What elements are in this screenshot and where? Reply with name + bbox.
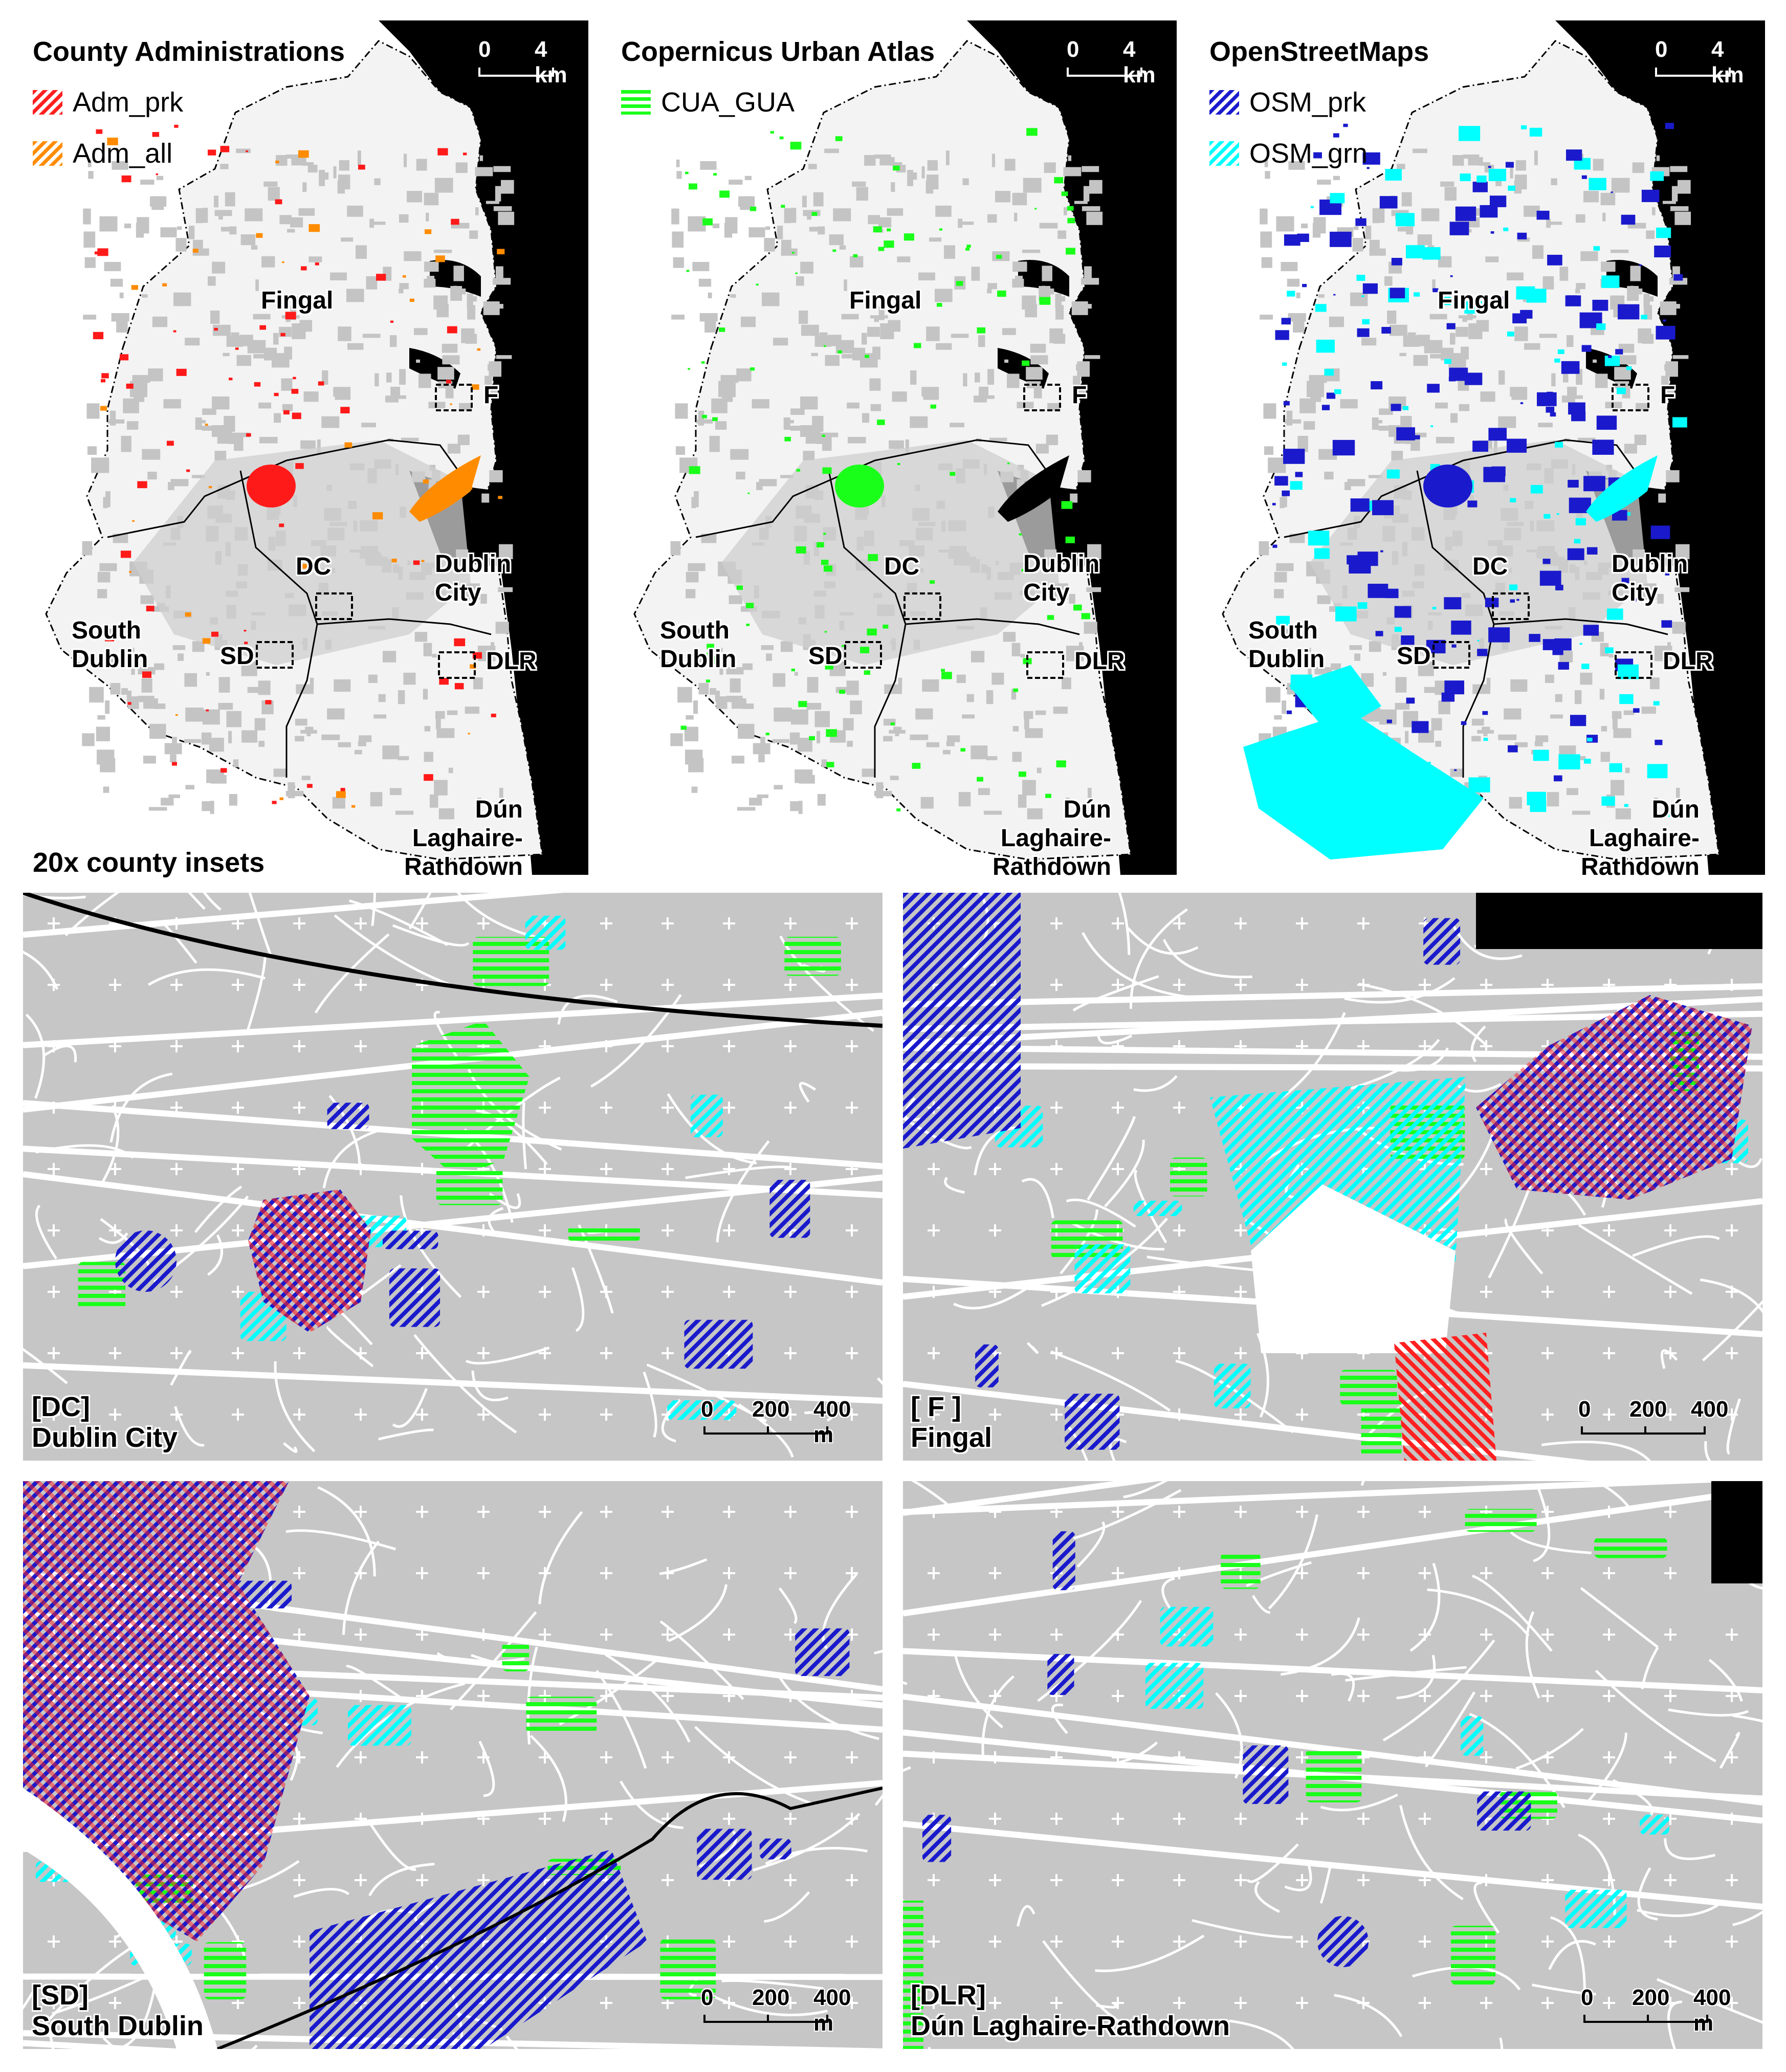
label-south-dublin: South Dublin xyxy=(1248,617,1325,673)
map-copernicus-urban-atlas xyxy=(609,20,1177,875)
scale-bar: 0 4 km xyxy=(1067,37,1156,87)
scale-line xyxy=(1067,68,1142,77)
label-fingal: Fingal xyxy=(849,287,922,314)
map-openstreetmaps xyxy=(1197,20,1765,875)
label-fingal: Fingal xyxy=(1438,287,1510,314)
inset-dublin-city xyxy=(23,893,883,1461)
label-box-dc: DC xyxy=(296,553,332,580)
label-south-dublin: South Dublin xyxy=(660,617,737,673)
inset-graphic xyxy=(903,893,1762,1461)
legend-item: OSM_prk xyxy=(1209,77,1368,128)
legend-item: CUA_GUA xyxy=(621,77,795,128)
scale-line xyxy=(1655,68,1731,77)
legend-label: Adm_prk xyxy=(73,87,184,118)
inset-scale-bar: 0 200 400 xyxy=(1578,1397,1752,1443)
label-dublin-city: Dublin City xyxy=(1612,550,1688,606)
legend-swatch xyxy=(33,141,62,166)
map-county-administrations xyxy=(20,20,588,875)
legend-item: OSM_grn xyxy=(1209,128,1368,179)
legend-label: OSM_prk xyxy=(1249,87,1366,118)
legend-swatch xyxy=(621,90,651,115)
inset-south-dublin xyxy=(23,1481,883,2049)
label-dublin-city: Dublin City xyxy=(435,550,512,606)
scale-zero: 0 xyxy=(478,37,491,62)
label-dublin-city: Dublin City xyxy=(1023,550,1100,606)
scale-line xyxy=(478,68,554,77)
inset-scale-bar: 0 200 400 m xyxy=(1581,1985,1731,2036)
scale-bar: 0 4 km xyxy=(1655,37,1744,87)
legend-item: Adm_all xyxy=(33,128,183,179)
label-south-dublin: South Dublin xyxy=(72,617,148,673)
inset-scale-bar: 0 200 400 m xyxy=(701,1985,851,2036)
label-dlr: Dún Laghaire- Rathdown xyxy=(1581,796,1700,880)
label-box-dc: DC xyxy=(884,553,920,580)
legend-swatch xyxy=(1209,90,1239,115)
legend-swatch xyxy=(33,90,62,115)
legend-label: OSM_grn xyxy=(1249,138,1368,169)
label-box-f: F xyxy=(1660,382,1675,409)
scale-max: 4 km xyxy=(1711,37,1744,87)
label-box-sd: SD xyxy=(808,643,843,670)
scale-zero: 0 xyxy=(1655,37,1668,62)
label-box-sd: SD xyxy=(1397,643,1431,670)
scale-bar: 0 4 km xyxy=(478,37,567,87)
map-graphic xyxy=(20,20,588,875)
legend-item: Adm_prk xyxy=(33,77,183,128)
label-box-f: F xyxy=(1072,382,1087,409)
inset-label: [DC] Dublin City xyxy=(32,1392,178,1453)
label-dlr: Dún Laghaire- Rathdown xyxy=(404,796,523,880)
insets-title: 20x county insets xyxy=(33,847,265,878)
legend: Adm_prk Adm_all xyxy=(33,77,183,179)
scale-zero: 0 xyxy=(1067,37,1079,62)
legend: CUA_GUA xyxy=(621,77,795,128)
label-box-dlr: DLR xyxy=(1074,648,1125,675)
map-graphic xyxy=(609,20,1177,875)
inset-label: [DLR] Dún Laghaire-Rathdown xyxy=(911,1980,1230,2041)
inset-graphic xyxy=(903,1481,1762,2049)
legend-label: Adm_all xyxy=(73,138,173,169)
inset-label: [ F ] Fingal xyxy=(911,1392,992,1453)
label-fingal: Fingal xyxy=(261,287,334,314)
label-box-dc: DC xyxy=(1472,553,1508,580)
scale-max: 4 km xyxy=(535,37,567,87)
inset-label: [SD] South Dublin xyxy=(32,1980,204,2041)
label-box-dlr: DLR xyxy=(1663,648,1713,675)
map-title: OpenStreetMaps xyxy=(1209,36,1429,67)
map-graphic xyxy=(1197,20,1765,875)
legend-swatch xyxy=(1209,141,1239,166)
inset-dlr xyxy=(903,1481,1762,2049)
label-box-sd: SD xyxy=(220,643,254,670)
legend-label: CUA_GUA xyxy=(661,87,795,118)
inset-graphic xyxy=(23,1481,883,2049)
map-title: County Administrations xyxy=(33,36,345,67)
map-title: Copernicus Urban Atlas xyxy=(621,36,935,67)
inset-graphic xyxy=(23,893,883,1461)
label-dlr: Dún Laghaire- Rathdown xyxy=(993,796,1111,880)
scale-max: 4 km xyxy=(1123,37,1156,87)
legend: OSM_prk OSM_grn xyxy=(1209,77,1368,179)
label-box-f: F xyxy=(483,382,499,409)
inset-scale-bar: 0 200 400 m xyxy=(701,1397,851,1447)
label-box-dlr: DLR xyxy=(486,648,537,675)
inset-fingal xyxy=(903,893,1762,1461)
